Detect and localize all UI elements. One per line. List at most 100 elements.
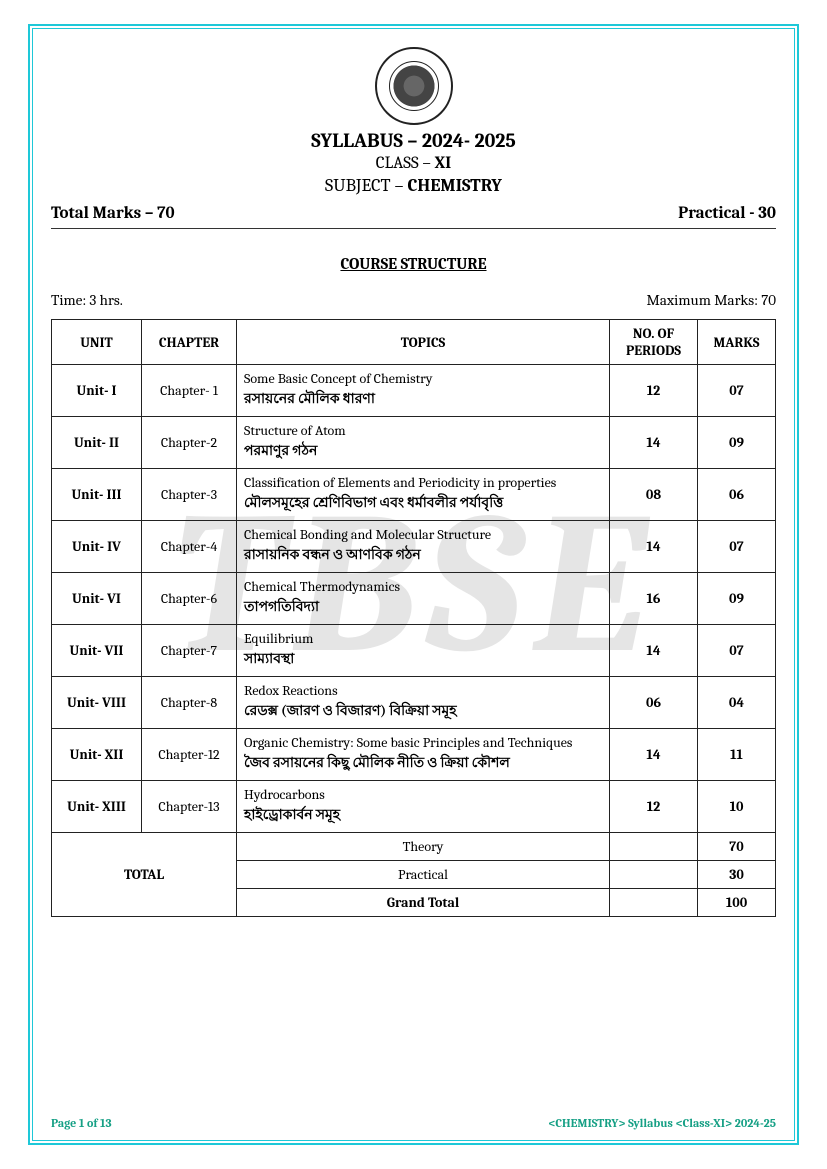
topic-bengali: তাপগতিবিদ্যা xyxy=(244,595,602,619)
topic-bengali: জৈব রসায়নের কিছু মৌলিক নীতি ও ক্রিয়া ক… xyxy=(244,751,602,775)
cell-periods: 12 xyxy=(610,781,698,833)
table-row: Unit- IChapter- 1Some Basic Concept of C… xyxy=(52,365,776,417)
cell-unit: Unit- VIII xyxy=(52,677,142,729)
topic-bengali: পরমাণুর গঠন xyxy=(244,439,602,463)
table-row: Unit- IIChapter-2Structure of Atomপরমাণু… xyxy=(52,417,776,469)
cell-topics: Chemical Thermodynamicsতাপগতিবিদ্যা xyxy=(237,573,610,625)
cell-periods: 14 xyxy=(610,729,698,781)
table-header-row: UNIT CHAPTER TOPICS NO. OF PERIODS MARKS xyxy=(52,320,776,365)
cell-unit: Unit- III xyxy=(52,469,142,521)
cell-unit: Unit- VI xyxy=(52,573,142,625)
cell-chapter: Chapter- 1 xyxy=(142,365,237,417)
cell-unit: Unit- XII xyxy=(52,729,142,781)
syllabus-title: SYLLABUS – 2024- 2025 xyxy=(51,129,776,152)
class-value: XI xyxy=(435,154,452,173)
practical-marks: Practical - 30 xyxy=(678,204,776,223)
theory-label: Theory xyxy=(237,833,610,861)
topic-bengali: রসায়নের মৌলিক ধারণা xyxy=(244,387,602,411)
logo-wrapper xyxy=(51,47,776,125)
grand-label: Grand Total xyxy=(237,889,610,917)
subject-line: SUBJECT – CHEMISTRY xyxy=(51,175,776,196)
practical-periods-empty xyxy=(610,861,698,889)
cell-unit: Unit- VII xyxy=(52,625,142,677)
cell-marks: 10 xyxy=(698,781,776,833)
cell-topics: Hydrocarbonsহাইড্রোকার্বন সমূহ xyxy=(237,781,610,833)
class-prefix: CLASS – xyxy=(376,154,435,173)
cell-marks: 07 xyxy=(698,365,776,417)
topic-bengali: সাম্যাবস্থা xyxy=(244,647,602,671)
table-row: Unit- XIIChapter-12 Organic Chemistry: So… xyxy=(52,729,776,781)
total-label: TOTAL xyxy=(52,833,237,917)
cell-chapter: Chapter-6 xyxy=(142,573,237,625)
cell-marks: 07 xyxy=(698,521,776,573)
table-row: Unit- XIIIChapter-13Hydrocarbonsহাইড্রোক… xyxy=(52,781,776,833)
cell-topics: Classification of Elements and Periodici… xyxy=(237,469,610,521)
theory-marks: 70 xyxy=(698,833,776,861)
cell-chapter: Chapter-2 xyxy=(142,417,237,469)
heading-block: SYLLABUS – 2024- 2025 CLASS – XI SUBJECT… xyxy=(51,129,776,196)
table-row: Unit- VIIChapter-7Equilibriumসাম্যাবস্থা… xyxy=(52,625,776,677)
cell-periods: 06 xyxy=(610,677,698,729)
cell-periods: 16 xyxy=(610,573,698,625)
cell-marks: 06 xyxy=(698,469,776,521)
table-row: Unit- VIChapter-6Chemical Thermodynamics… xyxy=(52,573,776,625)
cell-unit: Unit- I xyxy=(52,365,142,417)
time-text: Time: 3 hrs. xyxy=(51,291,123,309)
topic-english: Organic Chemistry: Some basic Principles… xyxy=(244,734,602,751)
cell-topics: Equilibriumসাম্যাবস্থা xyxy=(237,625,610,677)
practical-marks-cell: 30 xyxy=(698,861,776,889)
cell-marks: 09 xyxy=(698,417,776,469)
topic-bengali: রাসায়নিক বন্ধন ও আণবিক গঠন xyxy=(244,543,602,567)
board-logo xyxy=(375,47,453,125)
marks-row: Total Marks – 70 Practical - 30 xyxy=(51,202,776,229)
th-periods: NO. OF PERIODS xyxy=(610,320,698,365)
page-container: TBSE SYLLABUS – 2024- 2025 CLASS – XI SU… xyxy=(32,28,795,1141)
practical-label: Practical xyxy=(237,861,610,889)
footer: Page 1 of 13 <CHEMISTRY> Syllabus <Class… xyxy=(51,1108,776,1130)
cell-periods: 14 xyxy=(610,625,698,677)
topic-english: Chemical Bonding and Molecular Structure xyxy=(244,526,602,543)
cell-topics: Structure of Atomপরমাণুর গঠন xyxy=(237,417,610,469)
topic-english: Some Basic Concept of Chemistry xyxy=(244,370,602,387)
topic-bengali: রেডক্স (জারণ ও বিজারণ) বিক্রিয়া সমূহ xyxy=(244,699,602,723)
theory-periods-empty xyxy=(610,833,698,861)
th-marks: MARKS xyxy=(698,320,776,365)
subject-value: CHEMISTRY xyxy=(407,175,501,196)
topic-english: Redox Reactions xyxy=(244,682,602,699)
cell-topics: Redox Reactionsরেডক্স (জারণ ও বিজারণ) বি… xyxy=(237,677,610,729)
cell-marks: 11 xyxy=(698,729,776,781)
th-unit: UNIT xyxy=(52,320,142,365)
time-row: Time: 3 hrs. Maximum Marks: 70 xyxy=(51,291,776,309)
cell-chapter: Chapter-7 xyxy=(142,625,237,677)
total-theory-row: TOTAL Theory 70 xyxy=(52,833,776,861)
th-chapter: CHAPTER xyxy=(142,320,237,365)
cell-periods: 08 xyxy=(610,469,698,521)
syllabus-table: UNIT CHAPTER TOPICS NO. OF PERIODS MARKS… xyxy=(51,319,776,917)
topic-english: Chemical Thermodynamics xyxy=(244,578,602,595)
cell-chapter: Chapter-12 xyxy=(142,729,237,781)
topic-bengali: হাইড্রোকার্বন সমূহ xyxy=(244,803,602,827)
cell-unit: Unit- IV xyxy=(52,521,142,573)
cell-periods: 14 xyxy=(610,521,698,573)
cell-chapter: Chapter-4 xyxy=(142,521,237,573)
course-structure-title: COURSE STRUCTURE xyxy=(51,255,776,273)
table-row: Unit- VIIIChapter-8Redox Reactionsরেডক্স… xyxy=(52,677,776,729)
cell-chapter: Chapter-3 xyxy=(142,469,237,521)
topic-bengali: মৌলসমূহের শ্রেণিবিভাগ এবং ধর্মাবলীর পর্য… xyxy=(244,491,602,515)
footer-right: <CHEMISTRY> Syllabus <Class-XI> 2024-25 xyxy=(548,1116,776,1130)
topic-english: Hydrocarbons xyxy=(244,786,602,803)
cell-unit: Unit- II xyxy=(52,417,142,469)
cell-marks: 07 xyxy=(698,625,776,677)
page-number: Page 1 of 13 xyxy=(51,1116,112,1130)
topic-english: Classification of Elements and Periodici… xyxy=(244,474,602,491)
th-topics: TOPICS xyxy=(237,320,610,365)
total-marks: Total Marks – 70 xyxy=(51,204,175,223)
table-row: Unit- IVChapter-4 Chemical Bonding and Mo… xyxy=(52,521,776,573)
cell-marks: 09 xyxy=(698,573,776,625)
topic-english: Equilibrium xyxy=(244,630,602,647)
max-marks-text: Maximum Marks: 70 xyxy=(647,291,776,309)
cell-periods: 14 xyxy=(610,417,698,469)
class-line: CLASS – XI xyxy=(51,154,776,173)
cell-marks: 04 xyxy=(698,677,776,729)
cell-topics: Some Basic Concept of Chemistryরসায়নের … xyxy=(237,365,610,417)
